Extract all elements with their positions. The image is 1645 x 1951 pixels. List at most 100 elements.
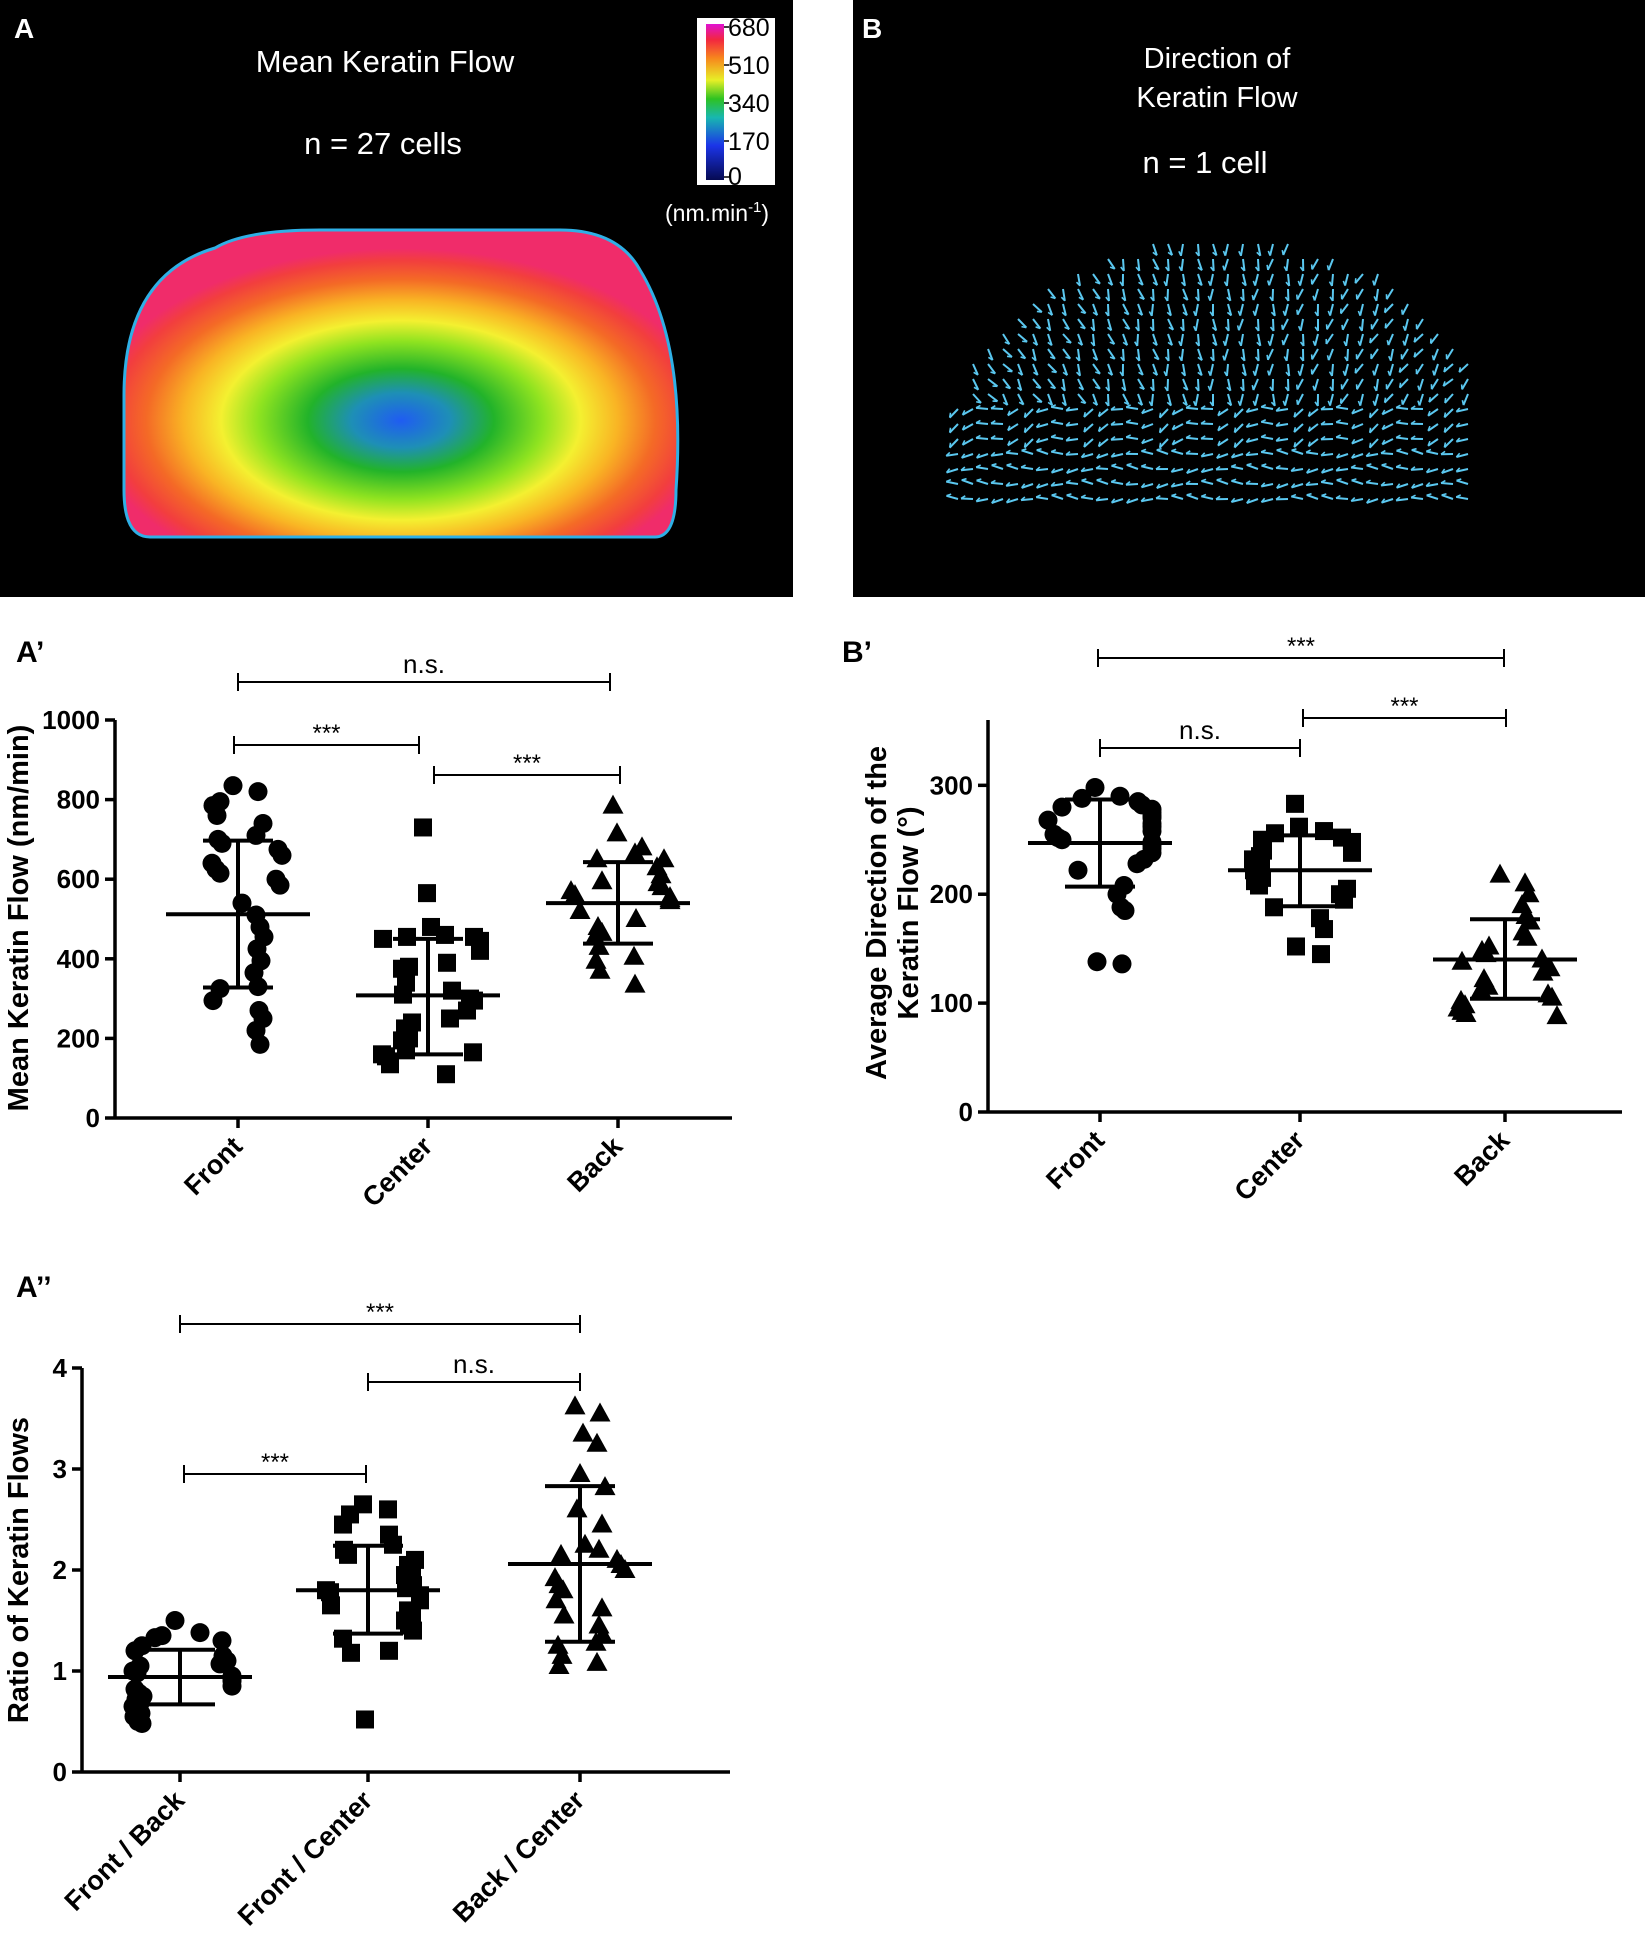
data-point	[322, 1596, 340, 1615]
chart-B-prime-marks	[1028, 778, 1577, 1025]
flow-arrow-head	[1124, 326, 1130, 330]
flow-arrow-head	[1148, 311, 1153, 317]
flow-arrow-head	[1217, 425, 1221, 431]
flow-arrow-head	[1431, 355, 1435, 361]
flow-arrow	[1456, 453, 1469, 458]
flow-arrow	[1167, 318, 1175, 331]
flow-arrow-head	[1075, 281, 1081, 287]
flow-arrow-head	[1138, 371, 1144, 376]
flow-arrow-head	[1320, 405, 1326, 411]
flow-arrow	[1047, 303, 1054, 316]
flow-arrow	[1227, 318, 1230, 332]
flow-arrow-head	[1065, 356, 1071, 360]
flow-arrow	[1381, 438, 1394, 446]
flow-arrow	[1428, 393, 1439, 403]
flow-arrow-head	[1035, 494, 1042, 498]
flow-arrow	[1287, 273, 1291, 287]
flow-arrow	[1002, 333, 1011, 345]
flow-arrow	[1150, 393, 1154, 407]
flow-arrow-head	[1075, 371, 1081, 377]
flow-arrow-head	[1312, 340, 1316, 346]
flow-arrow	[1005, 451, 1019, 455]
flow-arrow	[1237, 318, 1244, 331]
flow-arrow-head	[1005, 498, 1011, 504]
flow-arrow-head	[1149, 296, 1155, 302]
data-point	[397, 1579, 415, 1598]
flow-arrow	[1299, 273, 1304, 286]
chart-B-prime-letter: B’	[842, 636, 872, 669]
flow-arrow	[1261, 405, 1274, 410]
flow-arrow-head	[1060, 296, 1066, 302]
flow-arrow-head	[1033, 371, 1039, 376]
flow-arrow	[1456, 495, 1469, 500]
data-point	[586, 1651, 608, 1671]
flow-arrow-head	[1036, 447, 1042, 451]
flow-arrow	[1325, 333, 1334, 345]
flow-arrow	[1373, 363, 1379, 376]
flow-arrow	[1107, 288, 1110, 302]
flow-arrow-head	[990, 405, 996, 410]
flow-arrow-head	[1105, 296, 1110, 302]
flow-arrow-head	[1380, 449, 1386, 454]
flow-arrow-head	[1109, 341, 1115, 345]
data-point	[248, 782, 268, 802]
flow-arrow-head	[1021, 483, 1026, 489]
flow-arrow-head	[1050, 296, 1056, 300]
flow-arrow-head	[1095, 371, 1101, 375]
panel-B-letter: B	[862, 13, 882, 44]
data-point	[591, 870, 613, 890]
flow-arrow	[962, 438, 974, 446]
flow-arrow-head	[1110, 498, 1116, 504]
flow-arrow-head	[1312, 385, 1316, 391]
flow-arrow-head	[1005, 386, 1011, 390]
flow-arrow	[1344, 273, 1349, 286]
flow-arrow	[1171, 449, 1184, 455]
flow-arrow	[1197, 333, 1200, 347]
flow-arrow-head	[1211, 326, 1217, 332]
flow-arrow	[1389, 348, 1394, 361]
data-point	[1455, 1003, 1477, 1022]
flow-arrow-head	[1441, 468, 1446, 474]
flow-arrow	[1212, 333, 1218, 346]
flow-arrow	[1122, 333, 1129, 346]
flow-arrow	[1351, 423, 1364, 430]
flow-arrow-head	[1226, 296, 1231, 302]
flow-arrow-head	[1139, 296, 1145, 301]
flow-arrow-head	[1388, 355, 1392, 362]
flow-arrow-head	[1080, 494, 1086, 499]
flow-arrow-head	[1395, 434, 1401, 439]
flow-arrow-head	[1222, 265, 1226, 271]
flow-arrow-head	[1222, 355, 1226, 361]
flow-arrow-head	[1141, 463, 1147, 468]
flow-arrow-head	[990, 451, 996, 457]
flow-arrow	[1137, 273, 1144, 286]
flow-arrow-head	[1140, 497, 1146, 502]
flow-arrow	[1095, 498, 1109, 502]
flow-arrow-head	[973, 371, 979, 376]
flow-arrow	[1227, 393, 1233, 406]
flow-arrow-head	[1296, 309, 1299, 315]
flow-arrow-head	[1245, 407, 1251, 413]
flow-arrow-head	[1293, 442, 1297, 448]
flow-arrow	[1166, 378, 1169, 392]
flow-arrow	[1141, 408, 1154, 415]
flow-arrow-head	[1402, 340, 1406, 346]
flow-arrow-head	[1081, 478, 1087, 482]
flow-arrow-head	[1425, 448, 1432, 453]
flow-arrow	[1021, 483, 1034, 489]
flow-arrow-head	[1413, 352, 1417, 358]
y-tick-label: 2	[53, 1555, 67, 1585]
flow-arrow	[1411, 448, 1424, 455]
y-tick-label: 0	[86, 1103, 100, 1133]
flow-arrow	[1396, 465, 1409, 470]
data-point	[566, 1498, 588, 1518]
flow-arrow	[1276, 483, 1289, 489]
chart-A-prime-significance: *** *** n.s.	[233, 649, 621, 784]
flow-arrow	[1159, 408, 1169, 419]
flow-arrow-head	[1432, 370, 1435, 376]
flow-arrow	[1185, 436, 1199, 440]
flow-arrow-head	[1373, 386, 1378, 392]
flow-arrow	[1246, 408, 1259, 413]
significance-label: ***	[261, 1449, 289, 1476]
flow-arrow	[1231, 498, 1244, 503]
